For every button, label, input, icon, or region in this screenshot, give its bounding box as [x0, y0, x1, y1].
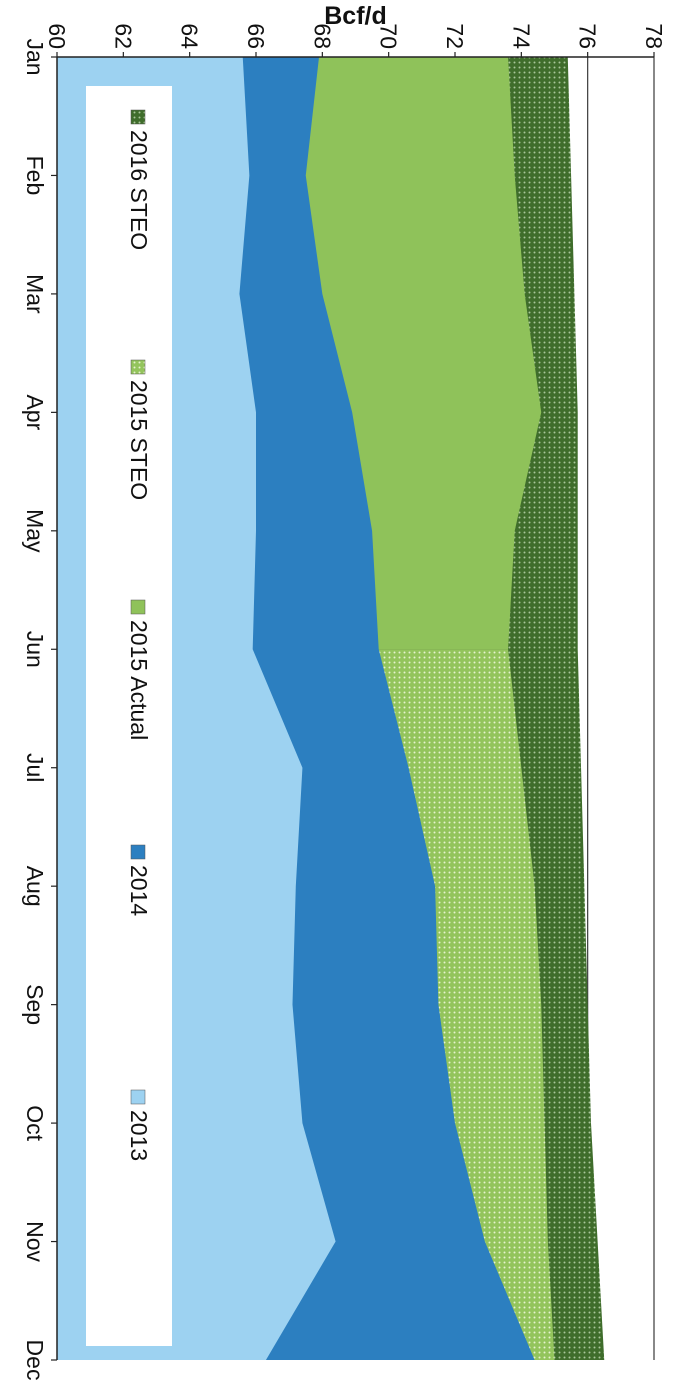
- y-tick-label-78: 78: [641, 23, 667, 49]
- x-tick-label-mar: Mar: [22, 274, 48, 314]
- x-tick-label-dec: Dec: [22, 1340, 48, 1381]
- x-tick-label-aug: Aug: [22, 866, 48, 907]
- legend-box: [86, 86, 172, 1346]
- x-tick-label-nov: Nov: [22, 1221, 48, 1262]
- legend-label-2015-steo: 2015 STEO: [126, 380, 152, 500]
- legend-swatch-2015-actual: [130, 599, 146, 615]
- legend-swatch-2013: [130, 1089, 146, 1105]
- legend: 2016 STEO 2015 STEO 2015 Actual 2014 2013: [86, 86, 172, 1346]
- x-tick-label-oct: Oct: [22, 1105, 48, 1141]
- y-tick-label-60: 60: [44, 23, 70, 49]
- x-tick-label-jul: Jul: [22, 753, 48, 782]
- legend-label-2013: 2013: [126, 1110, 152, 1161]
- x-tick-label-jun: Jun: [22, 631, 48, 668]
- y-tick-label-76: 76: [575, 23, 601, 49]
- x-tick-label-sep: Sep: [22, 984, 48, 1025]
- y-tick-label-68: 68: [309, 23, 335, 49]
- x-tick-label-may: May: [22, 509, 48, 553]
- legend-label-2016-steo: 2016 STEO: [126, 130, 152, 250]
- y-tick-label-66: 66: [243, 23, 269, 49]
- x-tick-label-apr: Apr: [22, 394, 48, 430]
- y-tick-label-70: 70: [376, 23, 402, 49]
- legend-label-2014: 2014: [126, 865, 152, 916]
- y-tick-label-74: 74: [508, 23, 534, 49]
- y-tick-label-62: 62: [110, 23, 136, 49]
- legend-swatch-2014: [130, 844, 146, 860]
- y-tick-label-72: 72: [442, 23, 468, 49]
- y-axis-title: Bcf/d: [324, 2, 387, 30]
- axes: 60 62 64 66 68 70 72 74 76 78 Jan Feb Mar Apr May Jun Ju…: [22, 23, 667, 1380]
- x-tick-label-jan: Jan: [22, 38, 48, 75]
- legend-swatch-2016-steo: [130, 109, 146, 125]
- x-tick-label-feb: Feb: [22, 156, 48, 196]
- legend-swatch-2015-steo: [130, 359, 146, 375]
- legend-label-2015-actual: 2015 Actual: [126, 620, 152, 740]
- y-tick-label-64: 64: [177, 23, 203, 49]
